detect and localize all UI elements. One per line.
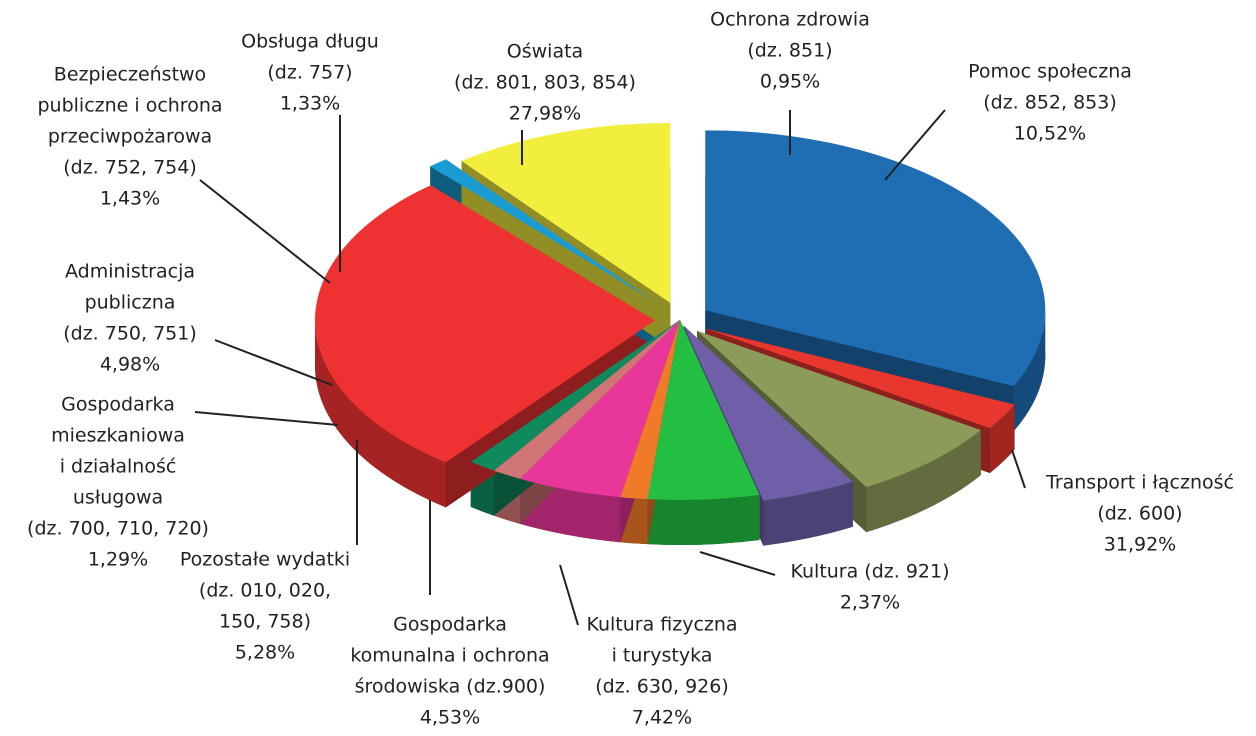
slice-side [866,430,981,533]
slice-label: Ochrona zdrowia [710,9,870,31]
slice-label: Kultura (dz. 921) [790,561,949,583]
slice-label: (dz. 600) [1097,503,1182,525]
slice [683,325,853,501]
value-label: 5,28% [235,642,295,664]
value-label: 1,29% [88,549,148,571]
slice-label: usługowa [73,487,163,509]
slice-label: Pozostałe wydatki [180,549,350,571]
slice-label: Bezpieczeństwo [54,64,206,86]
slice-label: (dz. 700, 710, 720) [27,518,209,540]
leader-line [884,109,946,181]
slice-label: publiczne i ochrona [37,95,222,117]
leader-line [1011,449,1026,489]
slice [315,185,656,463]
value-label: 1,43% [100,188,160,210]
slice-label: (dz. 801, 803, 854) [454,72,636,94]
leader-line [194,411,339,426]
slice-label: mieszkaniowa [51,425,185,447]
leader-line [699,551,776,576]
value-label: 2,37% [840,592,900,614]
slice-label: i działalność [60,456,177,478]
slice-label: Kultura fizyczna [586,614,737,636]
value-label: 10,52% [1014,123,1086,145]
slice-label: Oświata [507,41,583,63]
slice-label: Pomoc społeczna [968,61,1132,83]
slice-label: (dz. 752, 754) [63,157,197,179]
value-label: 0,95% [760,71,820,93]
value-label: 31,92% [1104,534,1176,556]
slice-label: Gospodarka [393,614,507,636]
value-label: 4,53% [420,707,480,729]
slice [430,159,655,302]
slice-label: (dz. 010, 020, [199,580,331,602]
pie [315,122,1046,546]
slice-label: (dz. 750, 751) [63,323,197,345]
slice-label: komunalna i ochrona [350,645,549,667]
slice [705,130,1046,387]
slice-label: (dz. 852, 853) [983,92,1117,114]
leader-line [214,339,333,386]
slice-label: Gospodarka [61,394,175,416]
slice-side [989,404,1015,473]
slice [647,320,760,501]
slice [520,320,680,498]
slice [706,328,1015,428]
slice [493,320,680,479]
slice [470,320,680,471]
slice-label: (dz. 851) [747,40,832,62]
leader-line [199,179,331,284]
slice-side [315,320,446,508]
slice-label: Administracja [65,261,195,283]
value-label: 7,42% [632,707,692,729]
slice-label: Transport i łączność [1045,472,1234,494]
slice-label: Obsługa długu [241,31,379,53]
slice-label: i turystyka [612,645,713,667]
slice-side [1013,310,1046,432]
slice [620,320,680,500]
leader-line [559,564,579,626]
slice-label: środowiska (dz.900) [355,676,546,698]
slice-label: publiczna [85,292,176,314]
slice [461,122,671,303]
slice-side [763,481,853,546]
slice-label: (dz. 630, 926) [595,676,729,698]
slice-label: (dz. 757) [267,62,352,84]
slice-label: przeciwpożarowa [48,126,212,148]
value-label: 27,98% [509,103,581,125]
slice-side [647,495,760,545]
value-label: 4,98% [100,354,160,376]
slice-label: 150, 758) [219,611,311,633]
value-label: 1,33% [280,93,340,115]
slice [697,330,981,488]
